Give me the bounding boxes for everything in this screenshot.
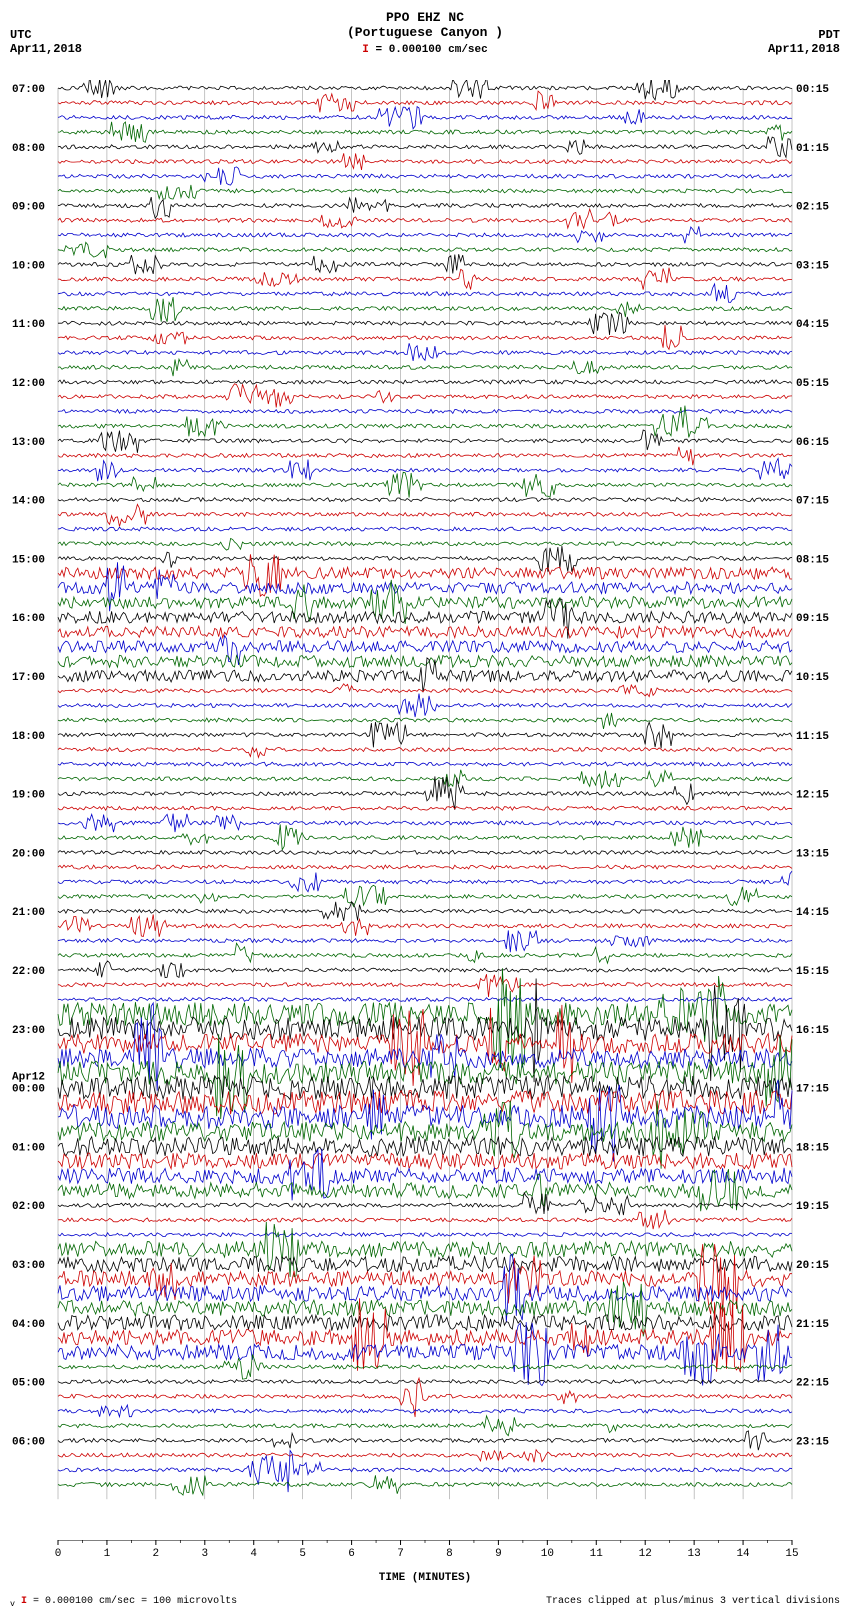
svg-text:7: 7 <box>397 1548 404 1558</box>
svg-text:20:15: 20:15 <box>796 1260 829 1272</box>
svg-text:13:15: 13:15 <box>796 848 829 860</box>
svg-text:16:00: 16:00 <box>12 613 45 625</box>
svg-text:11:00: 11:00 <box>12 319 45 331</box>
svg-text:02:00: 02:00 <box>12 1201 45 1213</box>
svg-text:Apr12: Apr12 <box>12 1072 45 1084</box>
date-left: Apr11,2018 <box>10 42 82 56</box>
svg-text:21:15: 21:15 <box>796 1319 829 1331</box>
svg-text:23:00: 23:00 <box>12 1025 45 1037</box>
svg-text:4: 4 <box>250 1548 257 1558</box>
svg-text:18:00: 18:00 <box>12 731 45 743</box>
station-location: (Portuguese Canyon ) <box>10 25 840 40</box>
svg-text:06:15: 06:15 <box>796 437 829 449</box>
svg-text:2: 2 <box>153 1548 160 1558</box>
svg-text:14:15: 14:15 <box>796 907 829 919</box>
svg-text:01:00: 01:00 <box>12 1142 45 1154</box>
svg-text:22:15: 22:15 <box>796 1378 829 1390</box>
x-axis: 0123456789101112131415 TIME (MINUTES) <box>10 1540 840 1580</box>
date-right: Apr11,2018 <box>768 42 840 56</box>
x-axis-label: TIME (MINUTES) <box>10 1572 840 1584</box>
svg-text:18:15: 18:15 <box>796 1142 829 1154</box>
svg-text:19:00: 19:00 <box>12 790 45 802</box>
svg-text:22:00: 22:00 <box>12 966 45 978</box>
tz-left: UTC <box>10 28 32 42</box>
svg-text:3: 3 <box>201 1548 208 1558</box>
footer: v I = 0.000100 cm/sec = 100 microvolts T… <box>10 1596 840 1609</box>
svg-text:03:00: 03:00 <box>12 1260 45 1272</box>
svg-text:16:15: 16:15 <box>796 1025 829 1037</box>
svg-text:13: 13 <box>688 1548 701 1558</box>
footer-left: v I = 0.000100 cm/sec = 100 microvolts <box>10 1596 237 1609</box>
svg-text:00:00: 00:00 <box>12 1084 45 1096</box>
svg-text:5: 5 <box>299 1548 306 1558</box>
svg-text:12: 12 <box>639 1548 652 1558</box>
svg-text:20:00: 20:00 <box>12 848 45 860</box>
svg-text:11:15: 11:15 <box>796 731 829 743</box>
svg-text:02:15: 02:15 <box>796 202 829 214</box>
svg-text:10:15: 10:15 <box>796 672 829 684</box>
tz-right: PDT <box>818 28 840 42</box>
svg-text:03:15: 03:15 <box>796 260 829 272</box>
svg-text:01:15: 01:15 <box>796 143 829 155</box>
svg-text:07:00: 07:00 <box>12 84 45 96</box>
svg-text:15: 15 <box>785 1548 798 1558</box>
svg-text:09:15: 09:15 <box>796 613 829 625</box>
svg-text:10:00: 10:00 <box>12 260 45 272</box>
station-code: PPO EHZ NC <box>10 10 840 25</box>
svg-text:14: 14 <box>736 1548 750 1558</box>
svg-text:00:15: 00:15 <box>796 84 829 96</box>
svg-text:17:00: 17:00 <box>12 672 45 684</box>
svg-text:1: 1 <box>104 1548 111 1558</box>
svg-text:12:15: 12:15 <box>796 790 829 802</box>
svg-text:0: 0 <box>55 1548 62 1558</box>
svg-text:10: 10 <box>541 1548 554 1558</box>
svg-text:15:00: 15:00 <box>12 554 45 566</box>
svg-text:14:00: 14:00 <box>12 496 45 508</box>
svg-text:07:15: 07:15 <box>796 496 829 508</box>
svg-text:05:00: 05:00 <box>12 1378 45 1390</box>
helicorder-plot: 07:00 08:00 09:00 10:00 11:00 12:00 13:00 14:00… <box>10 80 840 1540</box>
svg-text:17:15: 17:15 <box>796 1084 829 1096</box>
svg-text:9: 9 <box>495 1548 502 1558</box>
svg-text:12:00: 12:00 <box>12 378 45 390</box>
svg-text:8: 8 <box>446 1548 453 1558</box>
svg-text:19:15: 19:15 <box>796 1201 829 1213</box>
svg-text:05:15: 05:15 <box>796 378 829 390</box>
header: PPO EHZ NC (Portuguese Canyon ) I = 0.00… <box>10 10 840 80</box>
svg-text:04:15: 04:15 <box>796 319 829 331</box>
svg-text:08:00: 08:00 <box>12 143 45 155</box>
scale-indicator: I = 0.000100 cm/sec <box>10 44 840 56</box>
svg-text:06:00: 06:00 <box>12 1436 45 1448</box>
svg-text:23:15: 23:15 <box>796 1436 829 1448</box>
svg-text:15:15: 15:15 <box>796 966 829 978</box>
footer-right: Traces clipped at plus/minus 3 vertical … <box>546 1596 840 1609</box>
svg-text:09:00: 09:00 <box>12 202 45 214</box>
svg-text:08:15: 08:15 <box>796 554 829 566</box>
svg-text:21:00: 21:00 <box>12 907 45 919</box>
svg-text:04:00: 04:00 <box>12 1319 45 1331</box>
svg-text:13:00: 13:00 <box>12 437 45 449</box>
svg-text:6: 6 <box>348 1548 355 1558</box>
svg-text:11: 11 <box>590 1548 604 1558</box>
